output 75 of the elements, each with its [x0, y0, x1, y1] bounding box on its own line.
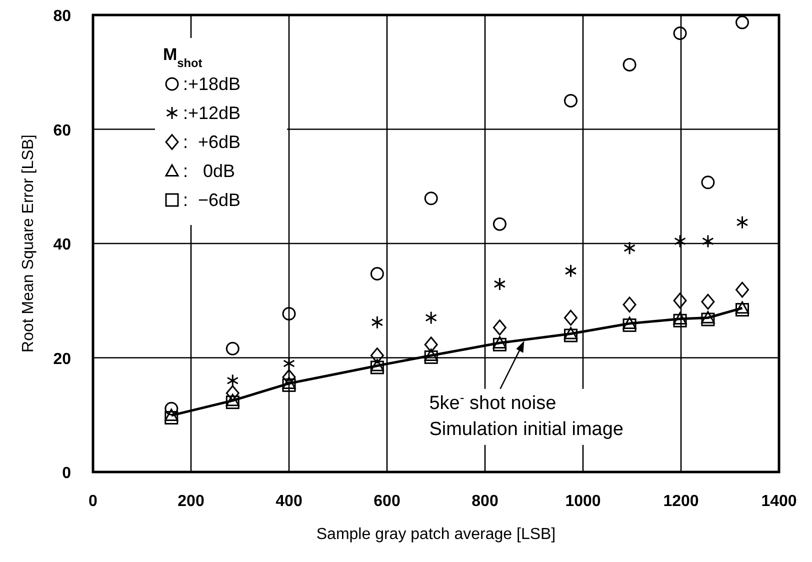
point — [282, 376, 296, 390]
point — [736, 303, 749, 317]
y-tick-label: 60 — [53, 122, 72, 140]
y-tick-label: 40 — [53, 236, 72, 254]
x-tick-label: 800 — [472, 493, 498, 510]
point — [564, 327, 578, 340]
point — [701, 176, 715, 190]
point — [226, 342, 240, 356]
point — [736, 216, 748, 230]
point — [674, 234, 686, 248]
point — [226, 396, 240, 410]
y-tick-label: 0 — [62, 465, 72, 482]
point — [736, 16, 749, 30]
point — [673, 312, 687, 324]
x-axis-title: Sample gray patch average [LSB] — [316, 526, 556, 543]
x-tick-label: 1000 — [565, 493, 601, 510]
point — [622, 58, 636, 72]
point — [282, 307, 296, 321]
point — [622, 318, 636, 332]
point — [283, 356, 295, 370]
point — [673, 26, 687, 40]
legend-label: : −6dB — [183, 190, 241, 210]
point — [564, 94, 578, 108]
point — [370, 348, 384, 364]
point — [494, 277, 506, 291]
point — [736, 301, 749, 314]
legend-label: :+18dB — [183, 74, 241, 94]
point — [226, 385, 240, 402]
point — [701, 311, 715, 324]
point — [702, 234, 714, 248]
point — [492, 336, 506, 348]
point — [673, 314, 687, 328]
point — [701, 312, 715, 326]
point — [370, 360, 384, 374]
point — [424, 336, 438, 353]
legend-label: :+12dB — [183, 103, 241, 123]
point — [564, 328, 578, 342]
point — [425, 311, 438, 325]
point — [736, 282, 749, 298]
x-tick-label: 600 — [374, 493, 400, 510]
y-axis-title: Root Mean Square Error [LSB] — [20, 134, 37, 352]
x-tick-label: 0 — [88, 493, 98, 510]
point — [492, 320, 506, 336]
point — [492, 338, 506, 352]
point — [226, 374, 239, 388]
point — [164, 408, 178, 421]
point — [564, 264, 577, 278]
point — [622, 316, 636, 330]
point — [424, 350, 438, 364]
annotation: 5ke$^{-}$ shot noise Simulation initial image — [429, 389, 624, 440]
point — [226, 394, 240, 406]
x-tick-label: 1200 — [663, 493, 699, 510]
point — [282, 369, 296, 386]
point — [701, 294, 715, 310]
point — [164, 410, 178, 424]
point — [371, 316, 384, 330]
y-tick-label: 80 — [53, 8, 72, 25]
point — [673, 292, 687, 309]
x-tick-label: 1400 — [761, 493, 797, 510]
point — [492, 217, 506, 231]
legend-label: : +6dB — [183, 132, 241, 152]
point — [424, 348, 438, 362]
point — [282, 378, 296, 392]
point — [564, 310, 578, 326]
legend-label: : 0dB — [183, 161, 236, 181]
x-tick-label: 200 — [178, 493, 204, 510]
legend-title: M$_{shot}$ — [163, 45, 202, 70]
point — [370, 359, 384, 372]
x-tick-label: 400 — [276, 493, 302, 510]
y-tick-label: 20 — [53, 350, 72, 368]
point — [622, 296, 636, 313]
point — [624, 241, 636, 255]
point — [424, 192, 438, 206]
point — [370, 267, 384, 281]
point — [164, 402, 178, 416]
